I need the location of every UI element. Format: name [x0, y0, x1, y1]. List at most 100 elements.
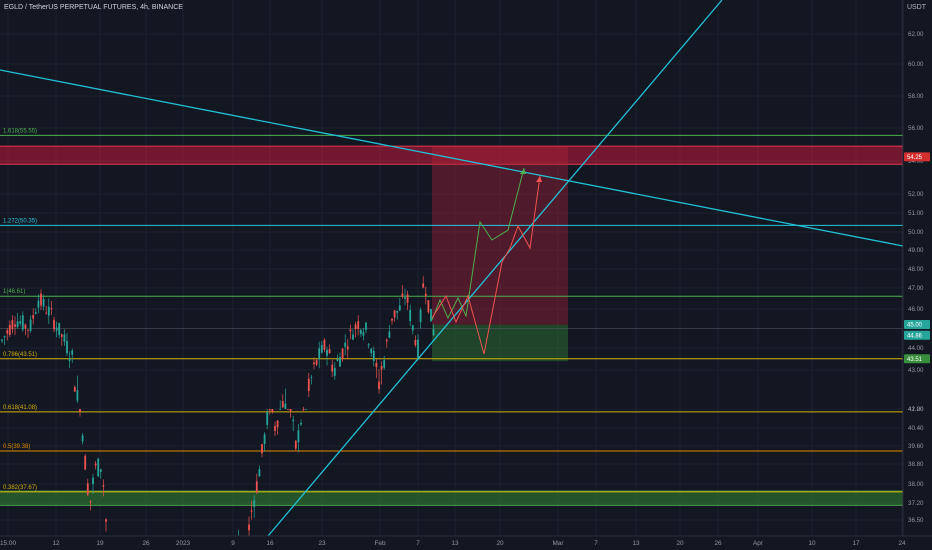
candle-body: [305, 409, 308, 410]
candle-body: [89, 500, 92, 503]
x-axis-tick-label: 26: [714, 540, 722, 547]
price-tag-badge: [904, 320, 930, 329]
candle-body: [328, 349, 331, 354]
candle-body: [427, 300, 430, 313]
candle-body: [50, 308, 53, 310]
x-axis-tick-label: 17: [852, 540, 860, 547]
fib-level-label: 1.272(50.35): [3, 218, 37, 224]
candle-body: [375, 362, 378, 368]
candle-body: [14, 324, 16, 327]
candle-body: [32, 314, 35, 319]
x-axis-tick-label: Apr: [753, 540, 764, 547]
candle-body: [424, 293, 427, 296]
x-axis-tick-label: 23: [318, 540, 326, 547]
trend-lines: [0, 0, 904, 537]
candle-body: [396, 310, 399, 313]
x-axis-tick-label: 12: [52, 540, 60, 547]
candle-body: [344, 342, 347, 347]
candle-body: [315, 360, 318, 365]
price-tag-label: 43.51: [907, 357, 923, 363]
y-axis-tick-label: 40.40: [908, 425, 924, 432]
candle-body: [339, 357, 341, 367]
x-axis-tick-label: 24: [898, 540, 906, 547]
bearish-forecast-arrow: [536, 176, 542, 182]
candle-body: [37, 300, 40, 308]
candle-body: [430, 309, 432, 322]
y-axis-tick-label: 58.00: [908, 93, 924, 100]
position-loss-box: [432, 324, 568, 362]
candle-body: [6, 330, 9, 334]
candle-body: [261, 444, 263, 454]
candle-body: [73, 386, 76, 392]
forecast-paths: [431, 167, 542, 355]
candle-body: [58, 322, 61, 335]
grid: [0, 0, 903, 536]
candle-body: [3, 336, 6, 338]
candle-body: [354, 324, 357, 330]
x-axis-tick-label: 13: [632, 540, 640, 547]
candle-body: [320, 344, 323, 353]
candle-body: [409, 310, 412, 322]
x-axis-tick-label: 13: [451, 540, 459, 547]
x-axis-tick-label: 2023: [176, 540, 191, 547]
candle-body: [341, 348, 344, 360]
candle-body: [372, 350, 375, 361]
y-axis-tick-label: 60.00: [908, 61, 924, 68]
candle-body: [63, 334, 66, 342]
candle-body: [71, 350, 74, 355]
price-tag-badge: [904, 152, 930, 162]
price-tag-label: 54.25: [907, 155, 923, 161]
candle-body: [19, 321, 22, 324]
candle-body: [302, 409, 305, 410]
y-axis-tick-label: 62.00: [908, 31, 924, 38]
candle-body: [359, 329, 362, 334]
y-axis-tick-label: 38.00: [908, 481, 924, 488]
x-axis-tick-label: 7: [594, 540, 598, 547]
candle-body: [102, 485, 105, 487]
x-axis-tick-label: 20: [676, 540, 684, 547]
candle-body: [346, 346, 349, 350]
candle-body: [92, 477, 94, 485]
candle-body: [271, 409, 274, 412]
candle-body: [414, 339, 417, 346]
candle-body: [281, 401, 284, 408]
candle-body: [258, 469, 261, 477]
candle-body: [105, 519, 107, 522]
bearish-forecast-path: [431, 175, 541, 355]
candle-body: [349, 329, 352, 332]
x-axis-tick-label: 20: [496, 540, 504, 547]
candle-body: [47, 306, 50, 316]
y-axis: 62.00 60.00 58.00 56.00 54.00 52.00 51.00 50.00…: [908, 31, 924, 524]
candle-body: [406, 294, 409, 303]
candle-body: [422, 283, 425, 288]
candle-body: [411, 325, 414, 331]
fib-level-label: 0.382(37.67): [3, 485, 37, 491]
candle-body: [380, 365, 383, 370]
candle-body: [398, 305, 401, 311]
candle-body: [1, 339, 3, 341]
fib-level-label: 0.5(39.38): [3, 444, 30, 450]
candle-body: [357, 321, 360, 330]
x-axis-tick-label: 9: [231, 540, 235, 547]
candle-body: [21, 315, 24, 330]
y-axis-tick-label: 49.00: [908, 247, 924, 254]
y-axis-tick-label: 56.00: [908, 125, 924, 132]
candle-body: [331, 364, 334, 372]
fib-level-label: 1.618(55.55): [3, 128, 37, 134]
price-tags: 54.25 45.00 44.86 43.51: [904, 152, 930, 364]
candle-body: [385, 339, 388, 342]
resistance-zone: [0, 146, 903, 165]
fib-level-label: 1(46.61): [3, 289, 25, 295]
candle-body: [79, 409, 81, 412]
candle-body: [55, 327, 58, 331]
candle-body: [97, 458, 100, 477]
y-axis-tick-label: 38.80: [908, 461, 924, 468]
y-axis-tick-label: 46.00: [908, 306, 924, 313]
candles: [1, 276, 435, 550]
candle-body: [253, 500, 256, 507]
candle-body: [94, 463, 97, 466]
price-tag-badge: [904, 330, 930, 340]
x-axis-tick-label: 26: [142, 540, 150, 547]
